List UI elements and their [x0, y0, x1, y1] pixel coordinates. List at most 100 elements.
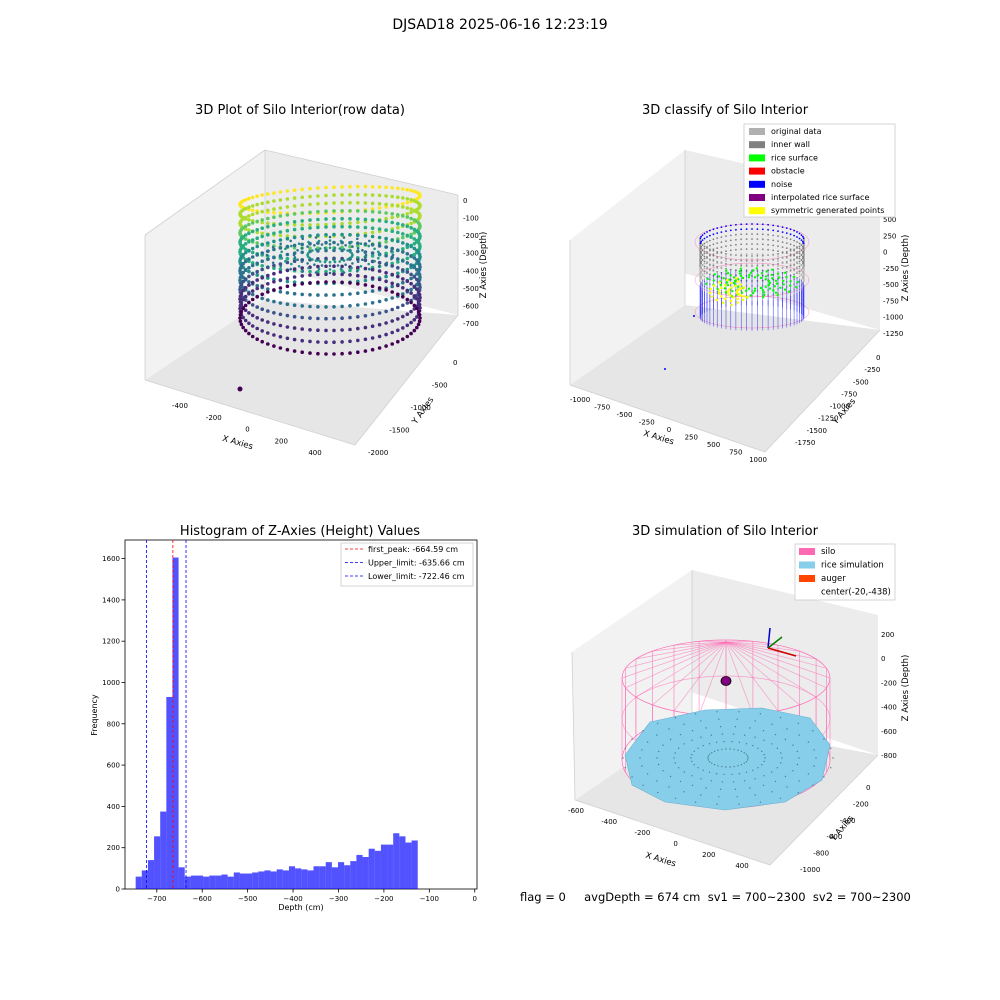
panel1-cloud-point	[405, 279, 410, 284]
panel2-cloud-point	[735, 263, 737, 266]
panel1-cloud-point	[266, 331, 270, 335]
panel4-rice-dot	[690, 757, 692, 759]
panel1-cloud-point	[255, 261, 259, 266]
panel1-cloud-point	[266, 342, 270, 346]
panel2-rice-point	[796, 280, 800, 284]
panel2-cloud-point	[785, 237, 788, 240]
panel4-rice-dot	[717, 749, 719, 751]
panel1-cloud-point	[333, 246, 337, 250]
panel1-cloud-point	[308, 234, 312, 238]
panel4-rice-dot	[807, 773, 810, 775]
panel1-cloud-point	[311, 249, 314, 252]
panel1-cloud-point	[348, 273, 352, 277]
panel4-rice-dot	[624, 767, 626, 769]
panel4-z-tick-label: -600	[881, 728, 897, 736]
panel1-cloud-point	[405, 242, 410, 247]
panel2-rice-point	[779, 286, 782, 289]
panel2-cloud-point	[720, 251, 723, 254]
panel2-symmetric-point	[718, 281, 721, 284]
panel2-cloud-point	[740, 254, 743, 257]
panel2-symmetric-point	[742, 295, 746, 298]
panel2-cloud-point	[785, 267, 788, 269]
panel1-cloud-point	[241, 235, 245, 239]
panel1-cloud-point	[300, 274, 305, 278]
panel1-cloud-point	[250, 208, 255, 213]
panel4-rice-dot	[669, 738, 672, 741]
panel4-rice-dot	[792, 770, 794, 772]
panel2-symmetric-point	[730, 303, 734, 307]
panel1-cloud-point	[377, 286, 382, 290]
panel2-cloud-point	[761, 259, 764, 262]
panel1-cloud-point	[405, 212, 410, 216]
panel4-rice-dot	[646, 773, 649, 775]
panel1-cloud-point	[384, 288, 388, 292]
panel2-y-tick-label: -1500	[807, 427, 827, 435]
panel2-cloud-point	[772, 259, 775, 262]
histogram-y-tick-label: 0	[116, 886, 120, 894]
panel1-cloud-point	[301, 269, 305, 273]
panel1-cloud-point	[308, 269, 312, 274]
panel4-rice-dot	[668, 728, 670, 730]
panel1-cloud-point	[323, 260, 327, 264]
panel1-cloud-point	[266, 298, 270, 302]
panel1-cloud-point	[308, 339, 312, 344]
panel1-cloud-point	[278, 246, 283, 250]
histogram-bar	[411, 840, 418, 889]
panel2-cloud-point	[745, 248, 748, 251]
histogram-x-tick-label: −300	[329, 895, 348, 903]
panel2-legend-entry-swatch	[749, 154, 765, 162]
panel1-cloud-point	[250, 221, 255, 225]
panel2-cloud-point	[735, 238, 737, 241]
panel2-cloud-point	[712, 259, 715, 262]
panel1-cloud-point	[289, 267, 293, 271]
panel1-y-tick-label: -500	[432, 382, 448, 390]
panel1-cloud-point	[316, 280, 320, 285]
panel1-cloud-point	[340, 340, 344, 344]
panel1-cloud-point	[278, 286, 283, 290]
panel2-rice-point	[724, 291, 728, 294]
panel1-z-tick-label: -100	[463, 215, 479, 223]
panel2-cloud-point	[751, 243, 753, 245]
panel4-rice-dot	[668, 786, 670, 788]
panel2-cloud-point	[777, 258, 779, 260]
panel1-cloud-point	[285, 325, 290, 329]
panel1-cloud-point	[243, 206, 248, 211]
panel1-cloud-point	[342, 236, 346, 239]
panel1-cloud-point	[324, 293, 328, 297]
panel2-cloud-point	[725, 250, 727, 253]
panel1-cloud-point	[241, 270, 245, 275]
panel1-cloud-point	[363, 337, 368, 342]
panel2-symmetric-point	[720, 295, 723, 298]
panel4-rice-dot	[771, 723, 773, 725]
panel1-cloud-point	[377, 269, 382, 273]
panel2-cloud-point	[798, 257, 801, 260]
panel1-cloud-point	[370, 251, 375, 255]
panel1-cloud-point	[292, 227, 297, 232]
panel2-cloud-point	[703, 262, 706, 265]
panel1-cloud-point	[314, 236, 318, 239]
panel2-cloud-point	[712, 249, 715, 252]
panel2-rice-point	[731, 289, 734, 293]
panel2-cloud-point	[793, 269, 795, 272]
panel1-cloud-point	[396, 221, 400, 226]
panel1-cloud-point	[300, 304, 305, 308]
panel2-cloud-point	[745, 260, 748, 262]
panel2-rice-point	[788, 284, 792, 287]
panel2-cloud-point	[798, 247, 801, 250]
panel1-cloud-point	[415, 325, 419, 330]
panel1-cloud-point	[285, 347, 290, 352]
panel1-cloud-point	[367, 262, 371, 266]
panel2-symmetric-point	[729, 294, 732, 297]
panel1-cloud-point	[409, 235, 413, 239]
panel1-cloud-point	[278, 335, 283, 339]
panel1-cloud-point	[279, 242, 283, 246]
panel1-cloud-point	[324, 248, 328, 253]
panel1-cloud-point	[278, 238, 283, 242]
panel1-cloud-point	[292, 204, 297, 208]
panel1-cloud-point	[356, 269, 359, 273]
panel4-rice-dot	[674, 762, 676, 764]
panel2-cloud-point	[772, 239, 775, 242]
panel4-z-tick-label: 0	[881, 655, 885, 663]
panel1-cloud-point	[247, 331, 251, 336]
panel1-cloud-point	[409, 221, 413, 226]
